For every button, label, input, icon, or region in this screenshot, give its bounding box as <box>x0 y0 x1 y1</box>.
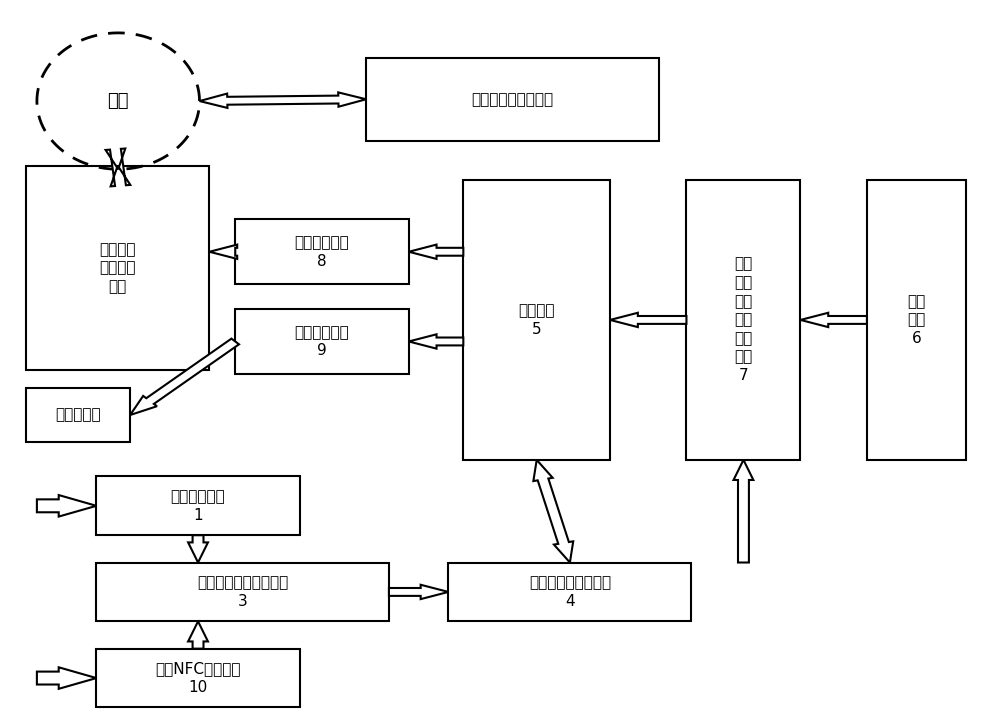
Bar <box>235 219 409 284</box>
Text: 键盘
模块
6: 键盘 模块 6 <box>907 294 926 346</box>
Text: 键盘
数字
键值
模式
切换
模块
7: 键盘 数字 键值 模式 切换 模块 7 <box>734 256 753 383</box>
Text: 红外通信模块
8: 红外通信模块 8 <box>295 235 349 269</box>
Polygon shape <box>610 313 686 327</box>
Bar <box>867 180 966 460</box>
Text: 非接NFC读卡模块
10: 非接NFC读卡模块 10 <box>155 661 241 695</box>
Text: 磁条刷卡模块
1: 磁条刷卡模块 1 <box>171 489 225 523</box>
Polygon shape <box>188 621 208 648</box>
Text: 数字电视
机顶盒客
户端: 数字电视 机顶盒客 户端 <box>99 242 136 294</box>
Text: 网络: 网络 <box>107 92 129 110</box>
Polygon shape <box>37 667 96 689</box>
Polygon shape <box>209 245 237 259</box>
Bar <box>366 58 659 141</box>
Polygon shape <box>533 460 573 563</box>
Bar <box>26 388 130 442</box>
Bar <box>235 309 409 374</box>
Polygon shape <box>409 334 463 348</box>
Polygon shape <box>389 584 448 599</box>
Bar <box>26 166 209 370</box>
Text: 读卡磁头安全加密模块
3: 读卡磁头安全加密模块 3 <box>197 575 288 608</box>
Text: 信息包安全加密模块
4: 信息包安全加密模块 4 <box>529 575 611 608</box>
Polygon shape <box>130 338 239 415</box>
Polygon shape <box>800 313 867 327</box>
Bar <box>96 563 389 621</box>
Polygon shape <box>734 460 753 563</box>
Polygon shape <box>188 535 208 563</box>
Text: 银行交易系统客户端: 银行交易系统客户端 <box>471 91 553 107</box>
Bar <box>96 648 300 707</box>
Polygon shape <box>409 245 463 259</box>
Polygon shape <box>106 149 130 187</box>
Polygon shape <box>37 495 96 517</box>
Text: 微处理器
5: 微处理器 5 <box>518 303 555 337</box>
Text: 蓝牙接收头: 蓝牙接收头 <box>55 407 101 423</box>
Bar <box>686 180 800 460</box>
Bar <box>96 476 300 535</box>
Bar <box>463 180 610 460</box>
Polygon shape <box>200 92 366 108</box>
Bar <box>448 563 691 621</box>
Text: 蓝牙通信模块
9: 蓝牙通信模块 9 <box>295 325 349 358</box>
